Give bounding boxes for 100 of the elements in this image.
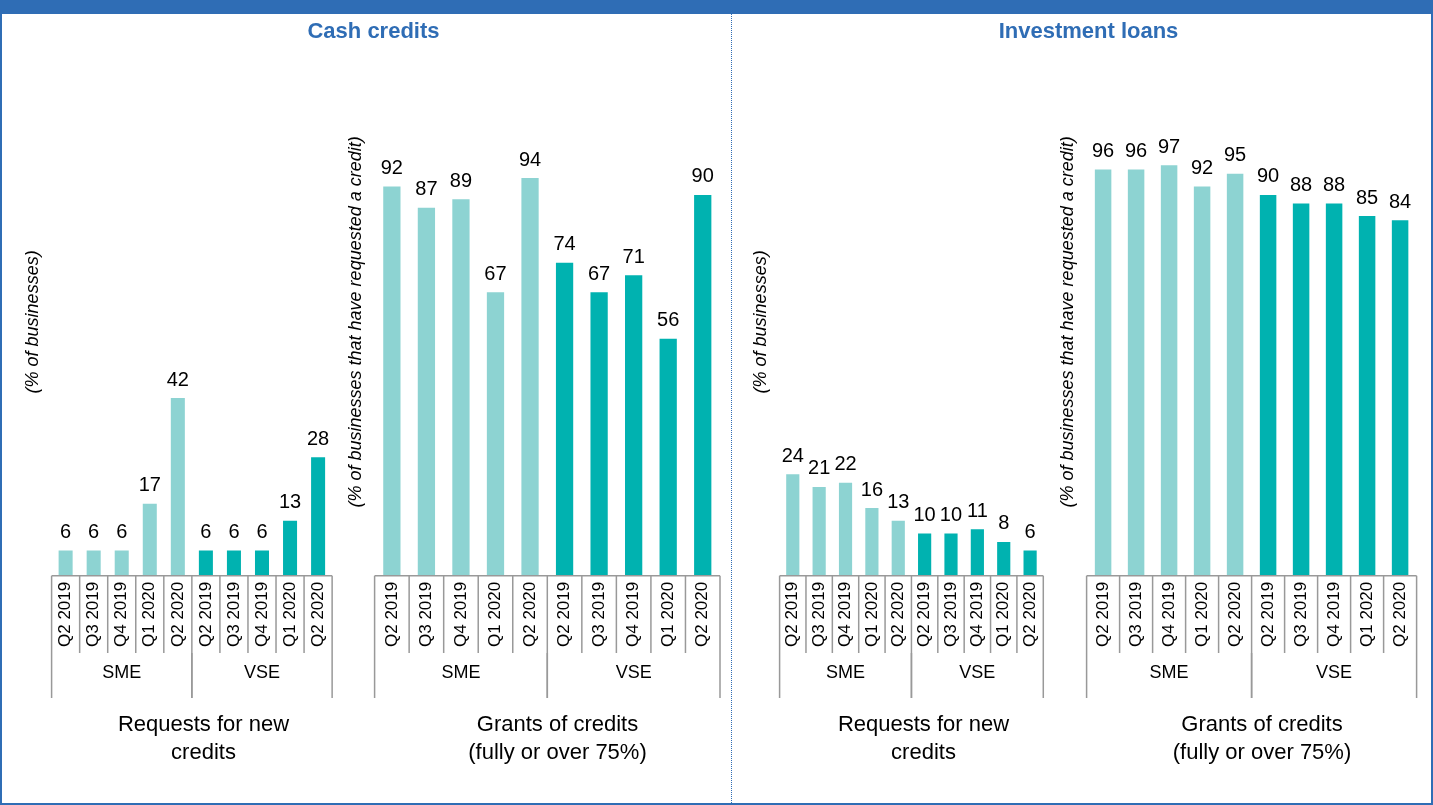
x-tick-label: Q3 2019 xyxy=(588,581,608,648)
data-label: 28 xyxy=(306,426,330,449)
x-tick-label: Q4 2019 xyxy=(251,581,271,648)
data-label: 56 xyxy=(657,308,680,331)
data-label: 10 xyxy=(913,502,936,525)
x-tick-label: Q1 2020 xyxy=(993,581,1013,648)
bar xyxy=(1127,169,1145,576)
x-tick-label: Q2 2019 xyxy=(195,581,215,648)
bar xyxy=(226,550,241,576)
bar xyxy=(1325,203,1343,576)
x-tick-label: Q2 2020 xyxy=(307,581,327,648)
data-label: 90 xyxy=(691,164,714,187)
x-tick-label: Q2 2020 xyxy=(519,581,539,648)
data-label: 89 xyxy=(449,168,473,191)
data-label: 94 xyxy=(518,147,542,170)
x-tick-label: Q3 2019 xyxy=(416,581,436,648)
bar xyxy=(590,292,608,576)
bar xyxy=(1193,186,1211,576)
x-tick-label: Q2 2019 xyxy=(55,581,75,648)
data-label: 11 xyxy=(966,498,988,521)
x-tick-label: Q1 2020 xyxy=(861,581,881,648)
x-tick-label: Q4 2019 xyxy=(450,581,470,648)
text: VSE xyxy=(243,661,281,682)
bar xyxy=(944,533,958,576)
x-tick-label: Q4 2019 xyxy=(967,581,987,648)
data-label: 42 xyxy=(166,367,189,390)
bar xyxy=(865,508,879,576)
data-label: 88 xyxy=(1322,172,1346,195)
x-tick-label: Q2 2020 xyxy=(167,581,187,648)
x-tick-label: Q2 2019 xyxy=(1257,581,1277,648)
x-tick-label: Q2 2020 xyxy=(887,581,907,648)
x-tick-label: Q2 2020 xyxy=(1224,581,1244,648)
data-label: 90 xyxy=(1256,164,1280,187)
x-tick-label: Q2 2020 xyxy=(692,581,712,648)
data-label: 10 xyxy=(939,502,963,525)
data-label: 71 xyxy=(622,244,645,267)
bar xyxy=(970,529,984,576)
bar xyxy=(58,550,73,576)
data-label: 24 xyxy=(781,443,804,466)
data-label: 67 xyxy=(587,261,611,284)
bar xyxy=(254,550,270,576)
x-tick-label: Q3 2019 xyxy=(940,581,960,648)
bar xyxy=(1358,216,1376,576)
data-label: 92 xyxy=(380,156,403,178)
bar xyxy=(142,503,157,576)
x-tick-label: Q2 2019 xyxy=(782,581,802,648)
text: SME xyxy=(441,661,481,682)
x-tick-label: Q2 2019 xyxy=(381,581,401,648)
bar xyxy=(1160,165,1178,576)
data-label: 22 xyxy=(834,452,857,475)
data-label: 88 xyxy=(1289,172,1313,195)
bar xyxy=(1259,194,1277,576)
text: VSE xyxy=(1316,661,1353,682)
bar xyxy=(918,533,932,576)
x-tick-label: Q2 2019 xyxy=(554,581,574,648)
bar xyxy=(838,482,853,576)
x-tick-label: Q2 2019 xyxy=(1092,581,1112,648)
bar xyxy=(521,178,539,576)
data-label: 96 xyxy=(1091,139,1115,162)
data-label: 87 xyxy=(415,177,438,200)
x-tick-label: Q4 2019 xyxy=(1158,581,1178,648)
data-label: 13 xyxy=(278,490,302,513)
data-label: 96 xyxy=(1124,139,1148,162)
data-label: 97 xyxy=(1157,134,1181,157)
y-axis-title: (% of businesses) xyxy=(21,250,42,394)
data-label: 84 xyxy=(1388,189,1412,212)
x-tick-label: Q1 2020 xyxy=(1356,581,1376,648)
data-label: 67 xyxy=(484,261,507,284)
x-tick-label: Q1 2020 xyxy=(139,581,159,648)
bar xyxy=(1226,173,1244,576)
text: VSE xyxy=(615,661,652,682)
data-label: 8 xyxy=(998,511,1010,534)
data-label: 95 xyxy=(1223,143,1247,166)
text: Investment loans xyxy=(997,18,1180,44)
data-label: 6 xyxy=(1024,519,1036,542)
data-label: 6 xyxy=(228,519,240,542)
bar xyxy=(383,186,401,576)
text: SME xyxy=(1149,661,1189,682)
bar xyxy=(997,541,1011,576)
data-label: 85 xyxy=(1355,185,1379,208)
data-label: 16 xyxy=(860,477,884,500)
bar xyxy=(417,207,436,576)
data-label: 21 xyxy=(808,456,831,479)
bar xyxy=(486,292,505,576)
chart-title: Cash credits xyxy=(306,18,441,44)
x-axis-title: Grants of credits (fully or over 75%) xyxy=(467,710,648,766)
x-tick-label: Q4 2019 xyxy=(623,581,643,648)
data-label: 6 xyxy=(88,519,100,542)
data-label: 6 xyxy=(60,519,72,542)
bar xyxy=(1391,220,1409,576)
x-tick-label: Q3 2019 xyxy=(223,581,243,648)
data-label: 13 xyxy=(887,490,910,513)
x-tick-label: Q1 2020 xyxy=(485,581,505,648)
data-label: 17 xyxy=(138,473,161,496)
bar xyxy=(812,486,826,576)
x-tick-label: Q1 2020 xyxy=(279,581,299,648)
text: SME xyxy=(826,661,866,682)
bar xyxy=(1023,550,1037,576)
bar xyxy=(452,199,470,576)
x-tick-label: Q3 2019 xyxy=(1290,581,1310,648)
